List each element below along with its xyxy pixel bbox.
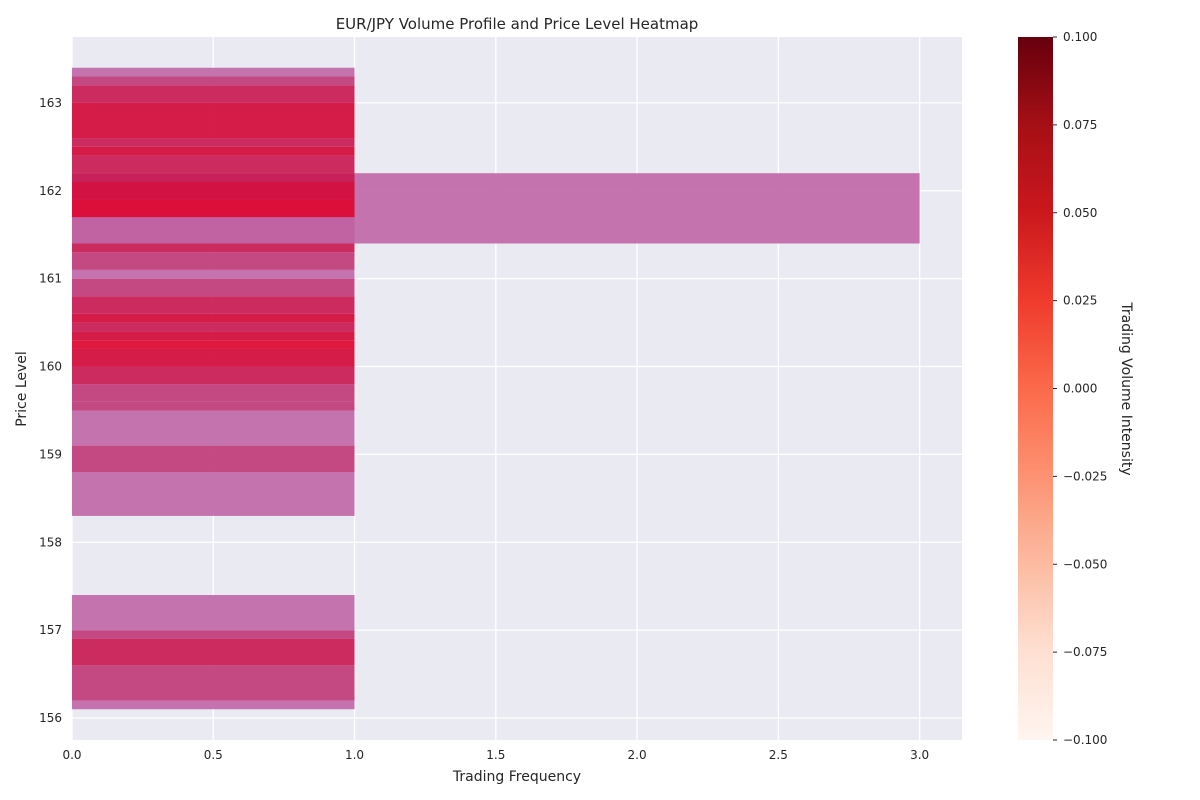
bar-13 <box>72 331 355 341</box>
bar-7 <box>72 410 355 446</box>
y-tick-label-5: 161 <box>39 272 62 286</box>
y-axis-label: Price Level <box>14 351 30 427</box>
y-tick-label-2: 158 <box>39 535 62 549</box>
bar-6 <box>72 445 355 472</box>
x-tick-label-6: 3.0 <box>910 748 929 762</box>
bar-8 <box>72 401 355 411</box>
colorbar-tick-label-5: 0.025 <box>1063 294 1097 308</box>
bar-26 <box>72 155 355 174</box>
bar-12 <box>72 340 355 349</box>
x-axis-label: Trading Frequency <box>452 769 581 785</box>
y-tick-label-7: 163 <box>39 96 62 110</box>
bar-3 <box>72 630 355 639</box>
bar-28 <box>72 138 355 147</box>
bar-18 <box>72 269 355 279</box>
bar-4 <box>72 595 355 631</box>
colorbar-tick-label-7: 0.075 <box>1063 118 1097 132</box>
bar-23 <box>72 199 355 218</box>
y-tick-label-1: 157 <box>39 623 62 637</box>
colorbar-tick-label-8: 0.100 <box>1063 30 1097 44</box>
y-axis-ticks: 156 157 158 159 160 161 162 163 <box>39 96 62 725</box>
colorbar <box>1018 37 1053 740</box>
x-axis-ticks: 0.0 0.5 1.0 1.5 2.0 2.5 3.0 <box>62 748 929 762</box>
bar-25 <box>72 173 355 182</box>
x-tick-label-1: 0.5 <box>204 748 223 762</box>
bar-14 <box>72 322 355 332</box>
colorbar-tick-label-1: −0.075 <box>1063 645 1107 659</box>
x-tick-label-4: 2.0 <box>628 748 647 762</box>
bar-31 <box>72 76 355 86</box>
colorbar-tick-label-0: −0.100 <box>1063 733 1107 747</box>
bars <box>72 67 920 710</box>
bar-24 <box>72 181 355 200</box>
bar-29 <box>72 102 355 139</box>
bar-0 <box>72 700 355 710</box>
bar-17 <box>72 278 355 297</box>
y-tick-label-6: 162 <box>39 184 62 198</box>
bar-30 <box>72 85 355 103</box>
x-tick-label-0: 0.0 <box>62 748 81 762</box>
colorbar-ticks: −0.100 −0.075 −0.050 −0.025 0.000 0.025 0.050 0… <box>1053 30 1107 747</box>
y-tick-label-3: 159 <box>39 447 62 461</box>
bar-19 <box>72 252 355 270</box>
colorbar-tick-label-3: −0.025 <box>1063 469 1107 483</box>
bar-15 <box>72 313 355 323</box>
bar-16 <box>72 296 355 314</box>
bar-9 <box>72 384 355 402</box>
bar-10 <box>72 366 355 385</box>
y-tick-label-0: 156 <box>39 711 62 725</box>
bar-20 <box>72 243 355 253</box>
y-tick-label-4: 160 <box>39 360 62 374</box>
colorbar-tick-label-2: −0.050 <box>1063 557 1107 571</box>
bar-5 <box>72 471 355 516</box>
x-tick-label-5: 2.5 <box>769 748 788 762</box>
x-tick-label-2: 1.0 <box>345 748 364 762</box>
bar-27 <box>72 146 355 156</box>
x-tick-label-3: 1.5 <box>486 748 505 762</box>
colorbar-label: Trading Volume Intensity <box>1118 301 1134 475</box>
bar-2 <box>72 638 355 666</box>
colorbar-tick-label-4: 0.000 <box>1063 382 1097 396</box>
bar-11 <box>72 348 355 367</box>
bar-1 <box>72 665 355 701</box>
chart-title: EUR/JPY Volume Profile and Price Level H… <box>336 15 699 33</box>
colorbar-tick-label-6: 0.050 <box>1063 206 1097 220</box>
bar-32 <box>72 67 355 77</box>
